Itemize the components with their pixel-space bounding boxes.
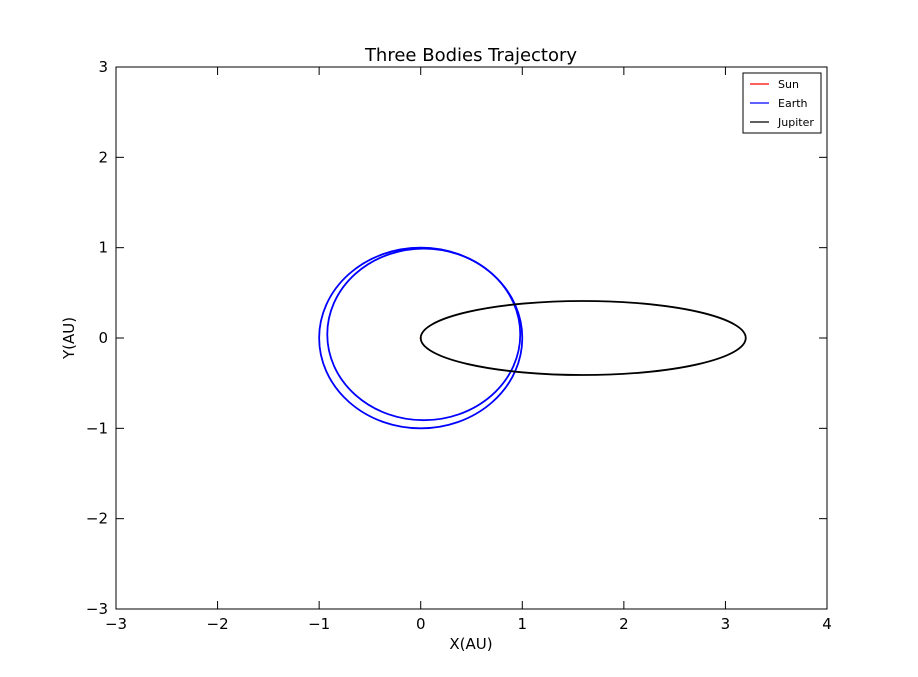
x-axis-label: X(AU) <box>449 635 492 653</box>
y-tick-label: −2 <box>86 510 108 528</box>
x-tick-label: −2 <box>207 615 229 633</box>
legend-label-earth: Earth <box>778 97 808 110</box>
x-tick-label: −1 <box>308 615 330 633</box>
y-tick-label: 1 <box>98 239 108 257</box>
earth-orbit-2 <box>326 247 522 422</box>
y-tick-label: −3 <box>86 600 108 618</box>
legend-label-sun: Sun <box>778 78 799 91</box>
x-tick-label: −3 <box>105 615 127 633</box>
series-earth <box>318 246 524 430</box>
x-tick-label: 4 <box>822 615 832 633</box>
plot-content <box>318 246 747 430</box>
plot-frame <box>115 66 828 610</box>
earth-orbit-1 <box>318 246 524 430</box>
x-tick-label: 3 <box>721 615 731 633</box>
y-tick-label: 0 <box>98 329 108 347</box>
x-tick-label: 0 <box>416 615 426 633</box>
chart-title: Three Bodies Trajectory <box>364 45 577 66</box>
legend-entry-sun: Sun <box>750 78 799 91</box>
y-tick-label: −1 <box>86 419 108 437</box>
legend-entry-jupiter: Jupiter <box>750 116 814 129</box>
x-tick-label: 1 <box>518 615 528 633</box>
x-tick-label: 2 <box>619 615 629 633</box>
legend-label-jupiter: Jupiter <box>777 116 814 129</box>
legend: Sun Earth Jupiter <box>742 72 822 134</box>
y-axis-label: Y(AU) <box>60 317 78 360</box>
legend-entry-earth: Earth <box>750 97 808 110</box>
y-tick-label: 3 <box>98 58 108 76</box>
y-tick-label: 2 <box>98 148 108 166</box>
jupiter-orbit-1 <box>419 300 747 376</box>
axis-ticks: −3 −2 −1 0 1 2 3 4 −3 −2 −1 0 1 2 3 <box>86 58 832 633</box>
series-jupiter <box>419 300 747 376</box>
